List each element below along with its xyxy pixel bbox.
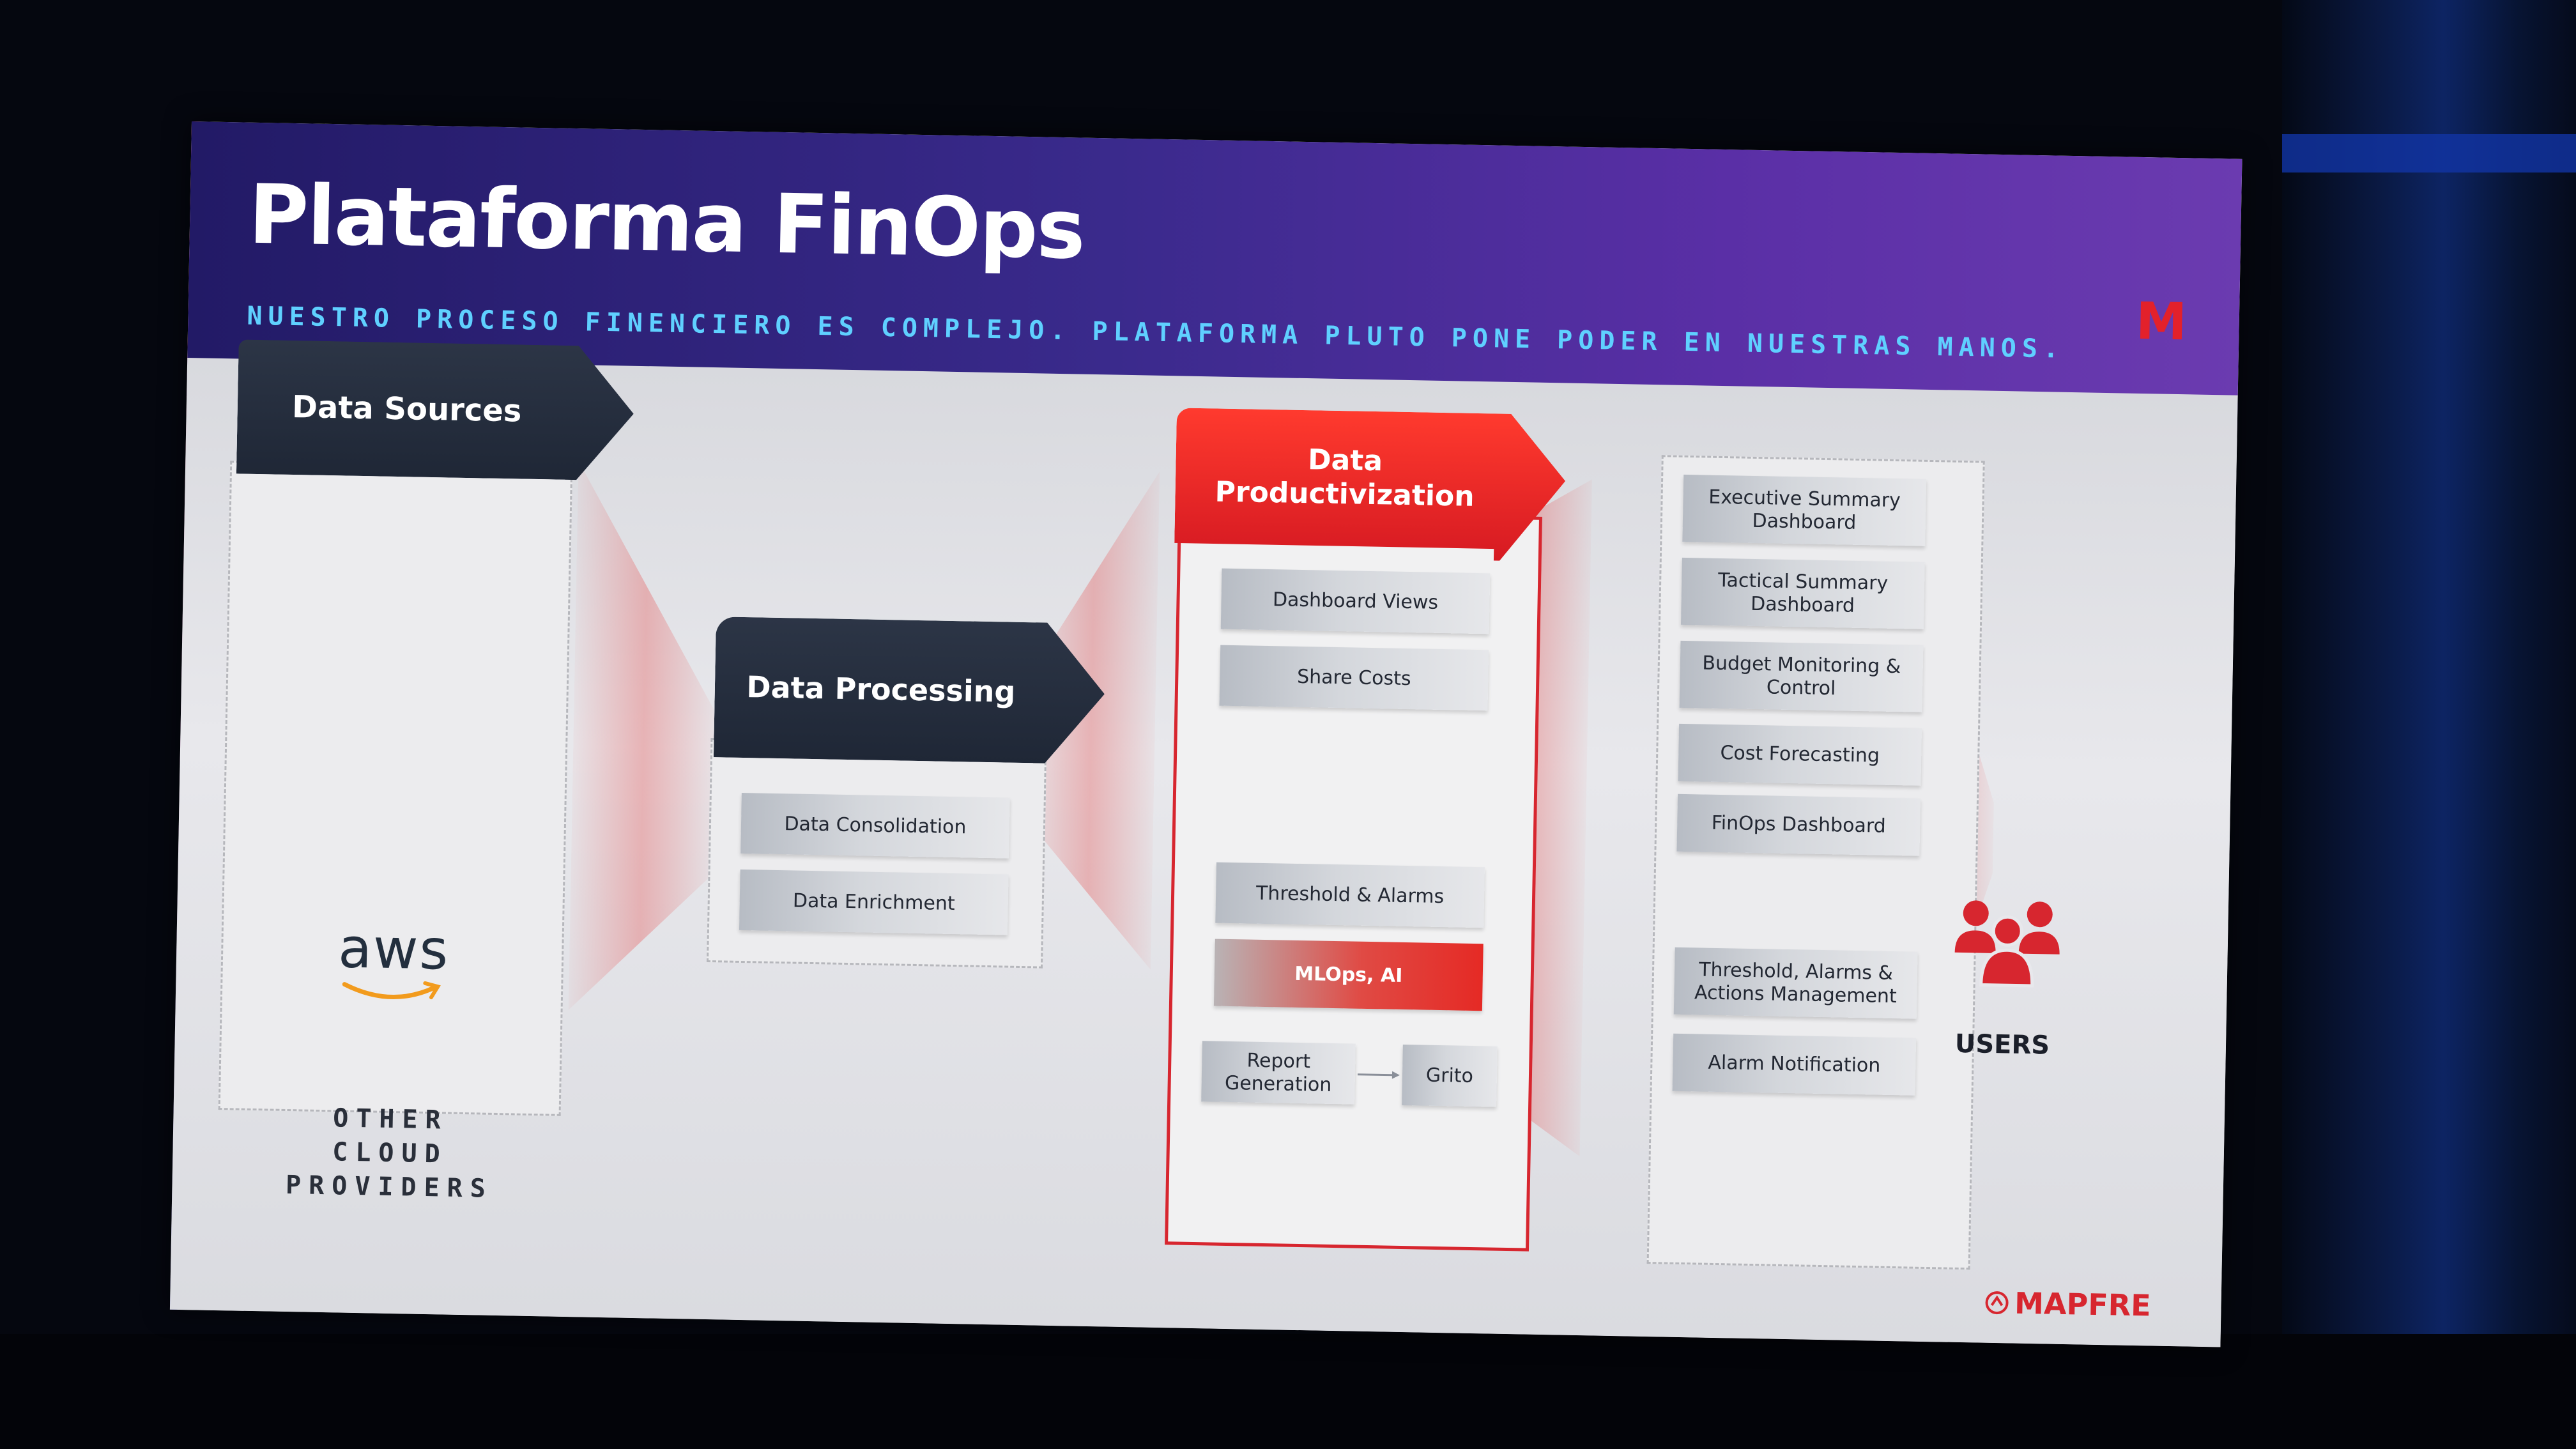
finops-dashboard-box: FinOps Dashboard [1676, 793, 1921, 856]
threshold-alarms-actions-box: Threshold, Alarms & Actions Management [1673, 947, 1918, 1019]
output-line: Control [1766, 675, 1836, 700]
other-providers-line: OTHER [332, 1103, 449, 1135]
output-line: Executive Summary [1708, 486, 1901, 512]
grito-box: Grito [1402, 1044, 1498, 1107]
report-generation-box: Report Generation [1201, 1041, 1356, 1105]
output-label: Executive Summary Dashboard [1708, 486, 1901, 535]
data-sources-panel [218, 461, 573, 1116]
mlops-ai-box: MLOps, AI [1213, 939, 1483, 1011]
report-line: Generation [1224, 1071, 1332, 1096]
data-sources-header: Data Sources [291, 389, 522, 429]
aws-smile-icon [342, 981, 441, 1000]
report-to-grito-arrow-icon [1357, 1071, 1400, 1079]
output-line: Actions Management [1694, 981, 1897, 1008]
budget-monitoring-control-box: Budget Monitoring & Control [1679, 640, 1924, 712]
tactical-summary-dashboard-box: Tactical Summary Dashboard [1680, 557, 1925, 629]
output-label: Cost Forecasting [1720, 742, 1880, 767]
data-processing-header-arrow: Data Processing [714, 617, 1106, 764]
dashboard-views-box: Dashboard Views [1220, 568, 1491, 634]
data-consolidation-box: Data Consolidation [740, 792, 1010, 859]
other-providers-line: PROVIDERS [285, 1170, 494, 1204]
executive-summary-dashboard-box: Executive Summary Dashboard [1682, 474, 1927, 546]
stage-curtain [2282, 0, 2576, 1449]
stage-floor [0, 1334, 2576, 1449]
diagram-area: Data Sources aws OTHER CLOUD PROVIDERS D… [169, 358, 2238, 1347]
presentation-slide: Plataforma FinOps NUESTRO PROCESO FINENC… [169, 121, 2242, 1347]
funnel-sources-to-processing [569, 461, 719, 1013]
report-generation-label: Report Generation [1225, 1048, 1333, 1096]
data-sources-header-arrow: Data Sources [236, 339, 635, 480]
productivization-header-line: Data [1307, 443, 1383, 478]
productivization-header-line: Productivization [1215, 475, 1475, 513]
mapfre-brand-logo: MAPFRE [1984, 1285, 2151, 1323]
output-label: FinOps Dashboard [1711, 811, 1887, 838]
users-label: USERS [1954, 1029, 2050, 1061]
output-label: Budget Monitoring & Control [1701, 652, 1901, 702]
cost-forecasting-box: Cost Forecasting [1678, 723, 1922, 786]
output-label: Threshold, Alarms & Actions Management [1694, 958, 1897, 1008]
output-line: Threshold, Alarms & [1698, 958, 1894, 985]
output-label: Tactical Summary Dashboard [1717, 569, 1889, 618]
mapfre-m-logo-icon: M [2135, 291, 2188, 352]
output-line: Tactical Summary [1717, 569, 1889, 595]
aws-logo-icon: aws [337, 916, 450, 983]
other-cloud-providers: OTHER CLOUD PROVIDERS [242, 1100, 538, 1207]
output-line: Dashboard [1752, 509, 1857, 534]
output-line: Dashboard [1750, 592, 1855, 617]
report-line: Report [1246, 1049, 1311, 1073]
output-line: Budget Monitoring & [1702, 651, 1901, 678]
data-productivization-header: Data Productivization [1215, 442, 1475, 514]
share-costs-box: Share Costs [1219, 645, 1489, 711]
stage-light-band [2282, 134, 2576, 172]
output-label: Alarm Notification [1708, 1051, 1881, 1077]
other-providers-line: CLOUD [332, 1137, 448, 1169]
data-productivization-header-arrow: Data Productivization [1174, 408, 1567, 562]
data-enrichment-box: Data Enrichment [739, 869, 1009, 935]
threshold-alarms-box: Threshold & Alarms [1215, 862, 1485, 928]
users-group-icon [1954, 900, 2060, 988]
mapfre-wordmark: MAPFRE [2014, 1285, 2152, 1323]
data-processing-header: Data Processing [746, 670, 1016, 710]
alarm-notification-box: Alarm Notification [1672, 1033, 1917, 1096]
mapfre-emblem-icon [1985, 1291, 2009, 1315]
slide-title: Plataforma FinOps [247, 167, 1085, 278]
